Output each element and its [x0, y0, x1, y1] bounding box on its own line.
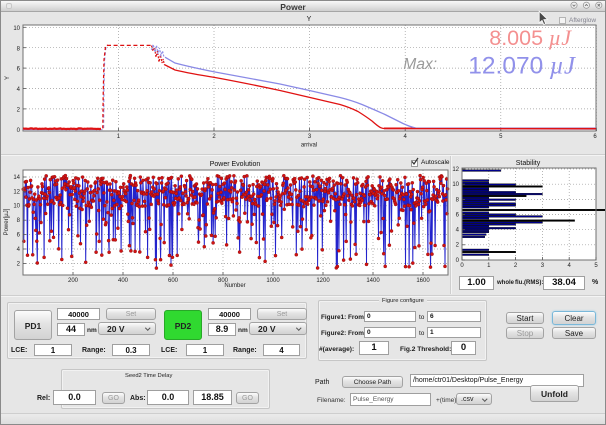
svg-text:1600: 1600 [416, 278, 430, 284]
svg-text:1: 1 [487, 263, 491, 269]
svg-text:6: 6 [17, 67, 21, 73]
svg-text:Max:: Max: [403, 56, 437, 73]
svg-text:Power[µJ]: Power[µJ] [4, 208, 10, 235]
svg-text:6: 6 [593, 134, 597, 140]
svg-text:4: 4 [456, 228, 460, 234]
svg-text:4: 4 [568, 263, 572, 269]
svg-text:8: 8 [17, 46, 21, 52]
svg-text:1: 1 [117, 134, 121, 140]
svg-text:8: 8 [17, 218, 21, 224]
svg-text:arrival: arrival [301, 143, 317, 149]
svg-text:0: 0 [460, 263, 464, 269]
svg-text:2: 2 [17, 261, 21, 267]
svg-text:10: 10 [13, 204, 20, 210]
svg-text:Power Evolution: Power Evolution [210, 161, 261, 168]
svg-text:5: 5 [594, 263, 598, 269]
svg-text:2: 2 [17, 107, 21, 113]
svg-text:12: 12 [13, 189, 20, 195]
svg-text:1200: 1200 [316, 278, 330, 284]
svg-text:600: 600 [168, 278, 179, 284]
svg-text:1000: 1000 [266, 278, 280, 284]
svg-text:6: 6 [17, 233, 21, 239]
svg-text:10: 10 [13, 26, 20, 32]
svg-text:8.005 µJ: 8.005 µJ [489, 25, 572, 50]
svg-text:Y: Y [5, 76, 11, 80]
svg-text:3: 3 [308, 134, 312, 140]
svg-text:12: 12 [452, 167, 459, 173]
svg-text:2: 2 [212, 134, 216, 140]
svg-text:4: 4 [17, 87, 21, 93]
svg-text:8: 8 [456, 197, 460, 203]
svg-text:200: 200 [68, 278, 79, 284]
svg-text:4: 4 [404, 134, 408, 140]
svg-text:6: 6 [456, 212, 460, 218]
svg-text:14: 14 [13, 175, 20, 181]
svg-text:0: 0 [456, 258, 460, 264]
svg-text:Stability: Stability [516, 160, 541, 167]
svg-text:5: 5 [499, 134, 503, 140]
svg-text:Number: Number [224, 283, 245, 289]
svg-text:2: 2 [514, 263, 518, 269]
svg-text:1400: 1400 [366, 278, 380, 284]
svg-text:2: 2 [456, 243, 460, 249]
svg-text:Y: Y [307, 16, 312, 23]
svg-text:12.070 µJ: 12.070 µJ [468, 53, 577, 80]
svg-text:4: 4 [17, 247, 21, 253]
svg-text:400: 400 [118, 278, 129, 284]
svg-text:10: 10 [452, 182, 459, 188]
svg-text:3: 3 [541, 263, 545, 269]
svg-text:0: 0 [17, 128, 21, 134]
svg-text:800: 800 [218, 278, 229, 284]
